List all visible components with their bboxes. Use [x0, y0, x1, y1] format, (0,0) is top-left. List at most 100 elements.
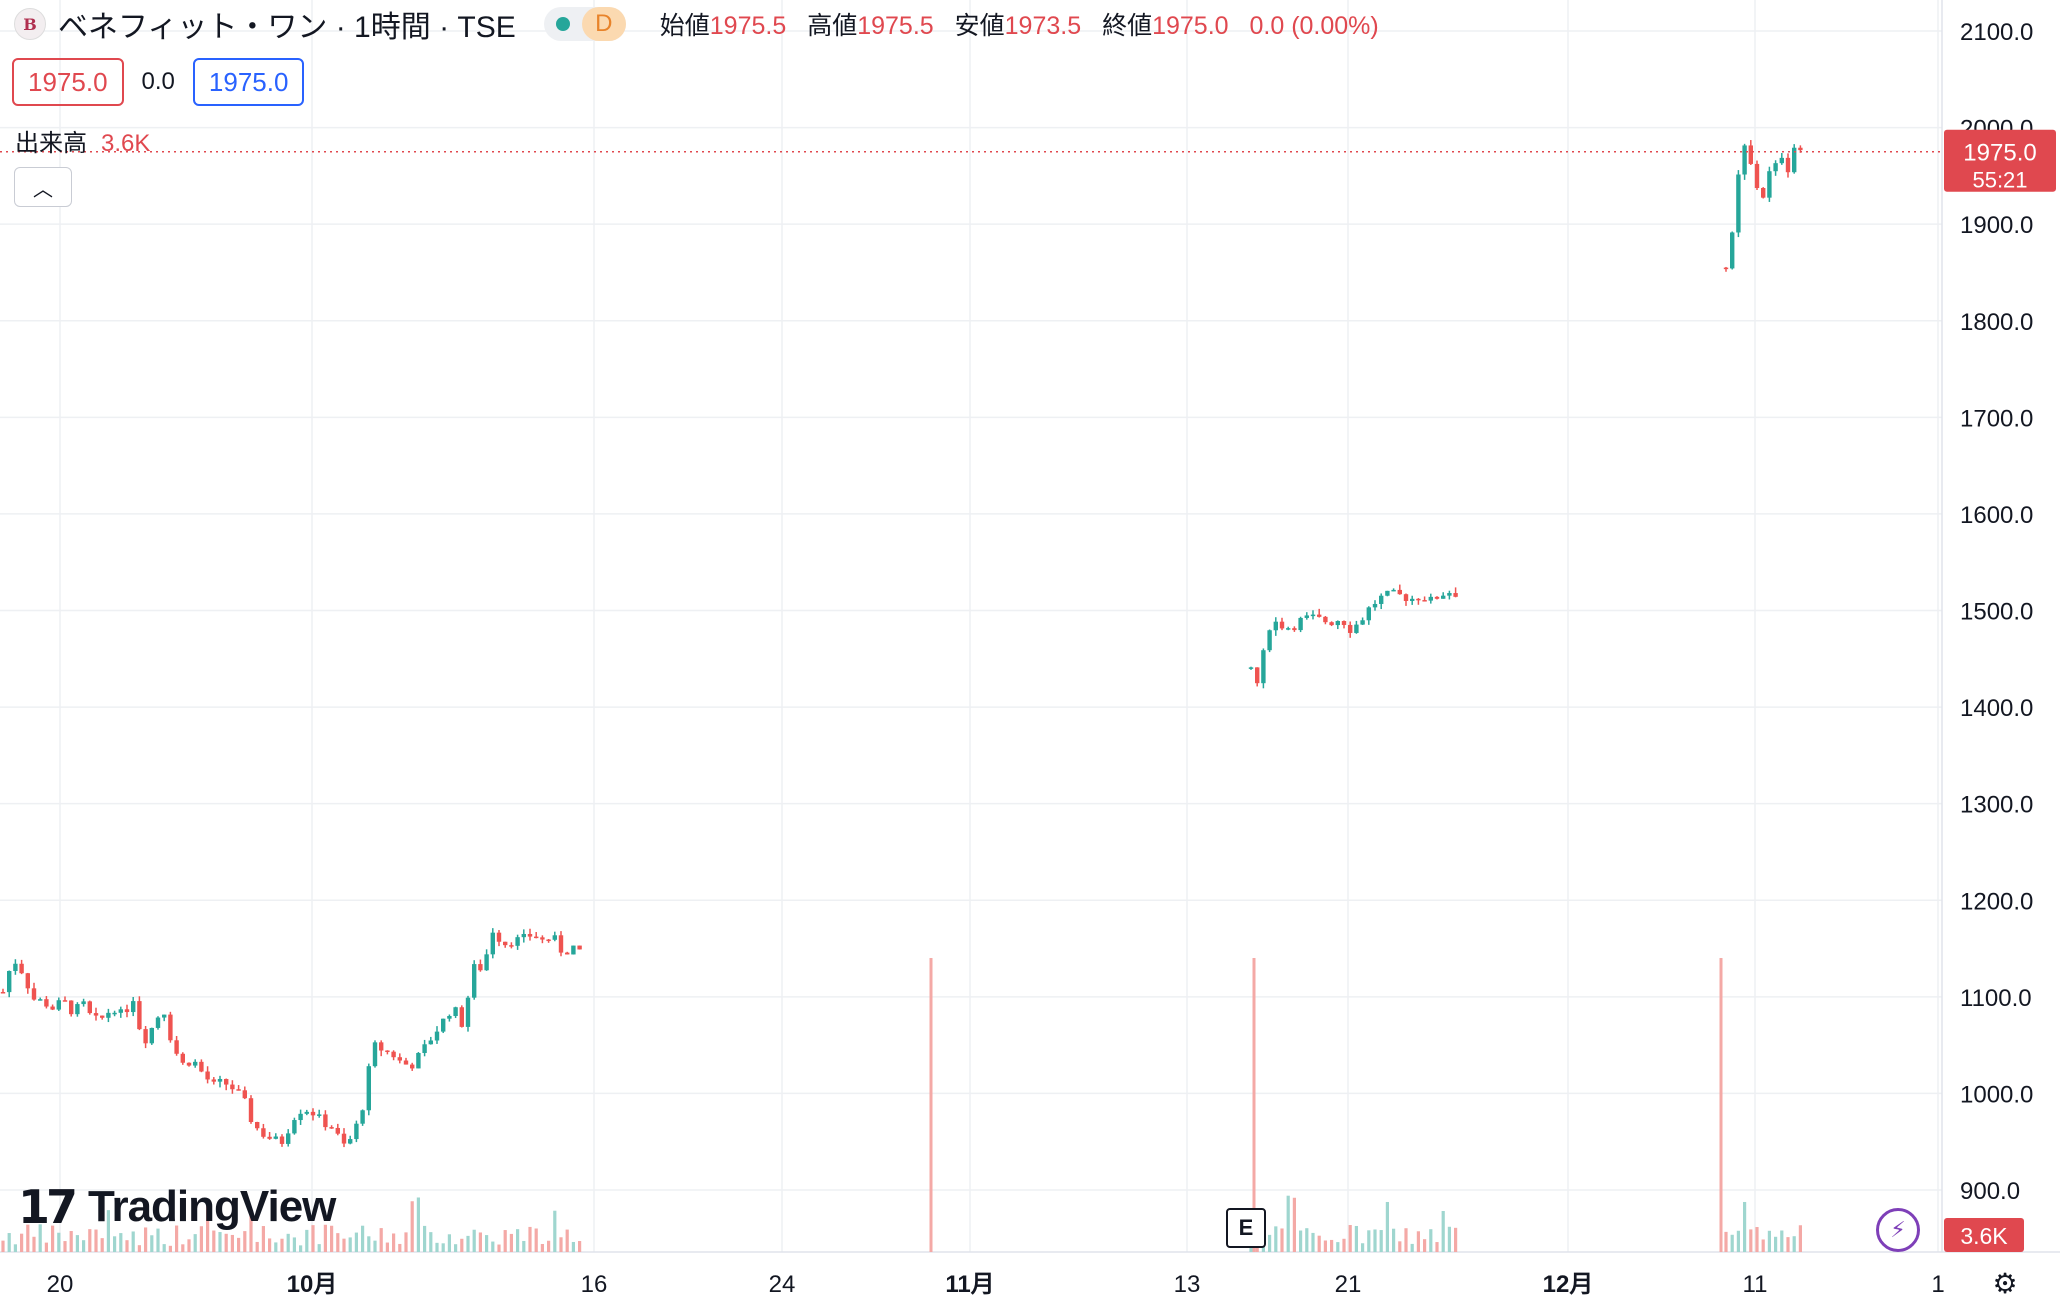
volume-bar	[131, 1231, 135, 1252]
volume-bar	[150, 1235, 154, 1252]
candle	[1360, 617, 1365, 625]
volume-bar	[441, 1243, 445, 1252]
volume-bar	[63, 1241, 67, 1252]
volume-bar	[385, 1242, 389, 1252]
volume-bar	[547, 1240, 551, 1252]
volume-bar	[1354, 1225, 1358, 1252]
market-status[interactable]: D	[543, 7, 626, 41]
candle	[0, 988, 6, 994]
price-tags: 1975.055:21 3.6K	[0, 129, 2056, 1252]
volume-bar	[348, 1237, 352, 1252]
open-value: 1975.5	[709, 12, 787, 40]
volume-bar	[249, 1215, 253, 1252]
volume-bar	[1798, 1225, 1802, 1252]
candle	[286, 1129, 291, 1147]
buy-button[interactable]: 1975.0	[192, 58, 305, 106]
volume-bar	[1398, 1241, 1402, 1252]
symbol-logo[interactable]: B	[14, 8, 46, 40]
volume-bar	[354, 1232, 358, 1252]
lightning-icon[interactable]: ⚡	[1876, 1208, 1920, 1252]
volume-bar	[540, 1243, 544, 1252]
candle	[1286, 626, 1291, 631]
volume-bar	[509, 1233, 513, 1252]
price-axis: 2100.02000.01900.01800.01700.01600.01500…	[1960, 19, 2033, 1205]
candle	[255, 1121, 260, 1131]
volume-bar	[1385, 1201, 1389, 1252]
candle	[242, 1086, 247, 1100]
candle	[403, 1057, 409, 1065]
sell-button[interactable]: 1975.0	[12, 58, 124, 106]
candle	[38, 997, 43, 1001]
settings-icon[interactable]: ⚙	[1992, 1267, 2018, 1299]
candle	[25, 972, 30, 994]
candlesticks	[0, 140, 1803, 1148]
volume-bar	[224, 1233, 228, 1252]
volume-bar	[280, 1238, 284, 1252]
volume-legend[interactable]: 出来高 3.6K	[15, 123, 150, 158]
candle	[1341, 620, 1347, 629]
volume-bar	[1441, 1210, 1445, 1252]
x-tick-label: 11	[1743, 1271, 1768, 1298]
x-tick-label: 24	[769, 1271, 796, 1298]
volume-bar	[367, 1236, 371, 1252]
candle	[13, 959, 18, 975]
y-tick-label: 1100.0	[1960, 985, 2032, 1012]
volume-bar	[1780, 1230, 1784, 1252]
volume-bar	[1336, 1242, 1340, 1252]
candle	[1335, 620, 1340, 630]
volume-bar	[156, 1228, 160, 1252]
candle	[19, 959, 24, 975]
candle	[1434, 596, 1440, 600]
volume-bar	[51, 1225, 55, 1252]
volume-bar	[565, 1229, 569, 1252]
candle	[137, 996, 142, 1031]
volume-bar	[26, 1224, 30, 1252]
candle	[1354, 620, 1359, 634]
candle	[1773, 160, 1778, 176]
chart-header: B ベネフィット・ワン · 1時間 · TSE D 始値1975.5 高値197…	[14, 6, 1379, 44]
y-tick-label: 1400.0	[1960, 695, 2033, 722]
volume-bar	[497, 1244, 501, 1252]
volume-bar	[137, 1245, 141, 1252]
last-price-tag[interactable]: 1975.055:21	[1944, 129, 2056, 193]
candle	[1248, 666, 1254, 670]
volume-bar	[1330, 1239, 1334, 1252]
candle	[44, 996, 49, 1009]
volume-bar	[206, 1205, 210, 1252]
tradingview-logo[interactable]: 17 TradingView	[18, 1180, 336, 1234]
candle	[1292, 626, 1297, 632]
candle	[199, 1059, 204, 1073]
candle	[1255, 667, 1260, 687]
earnings-badge[interactable]: E	[1226, 1208, 1266, 1248]
open-label: 始値	[659, 12, 710, 40]
volume-bar	[69, 1231, 73, 1252]
candle	[1304, 612, 1309, 620]
candle	[354, 1120, 359, 1143]
volume-bar	[1286, 1195, 1290, 1252]
candle	[1785, 153, 1791, 178]
x-tick-label: 21	[1335, 1271, 1362, 1298]
volume-bar	[317, 1244, 321, 1252]
candle	[50, 1004, 55, 1011]
volume-bar	[503, 1230, 507, 1252]
volume-bar	[75, 1235, 79, 1252]
collapse-legend-button[interactable]: ︿	[14, 167, 72, 207]
candle	[1754, 160, 1760, 190]
candle	[1441, 592, 1446, 599]
candle	[211, 1077, 216, 1085]
candle	[503, 941, 508, 948]
volume-tag[interactable]: 3.6K	[1944, 1218, 2024, 1252]
volume-bar	[1755, 1227, 1759, 1252]
candle	[1298, 616, 1303, 633]
volume-bar	[292, 1237, 296, 1252]
volume-bar	[1761, 1239, 1765, 1252]
candle	[112, 1010, 117, 1017]
symbol-title[interactable]: ベネフィット・ワン · 1時間 · TSE	[58, 11, 516, 44]
candle	[1416, 598, 1421, 605]
candle	[205, 1066, 210, 1084]
low-value: 1973.5	[1004, 12, 1082, 40]
volume-bar	[311, 1225, 315, 1252]
volume-bar	[94, 1229, 98, 1252]
candle	[62, 996, 68, 1002]
